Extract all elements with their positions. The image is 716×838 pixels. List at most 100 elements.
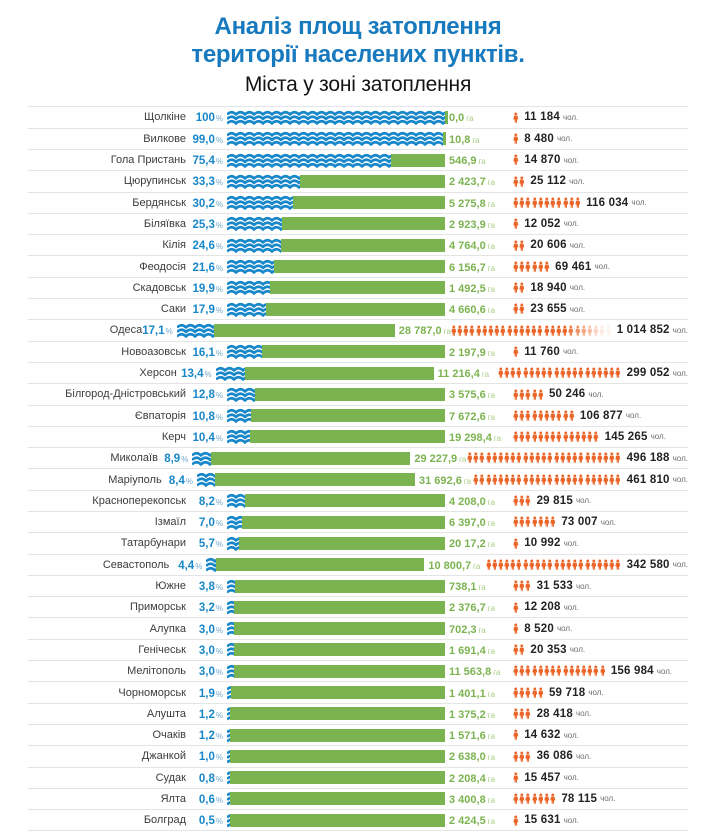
percent-unit: % [215,199,223,209]
population-value: 29 815 [536,494,573,507]
flooded-area-value: 738,1 [449,581,477,594]
flooded-area-value: 2 423,7 [449,176,486,189]
flooded-area: 2 376,7 га [445,598,513,616]
flood-percent: 1,0% [186,747,227,765]
bar-track [192,450,411,466]
city-row: Болград 0,5% 2 424,5 га 15 631 чол. [28,810,688,832]
flooded-area: 4 660,6 га [445,300,513,318]
flood-percent: 21,6% [186,258,227,276]
flood-wave-icon [215,366,245,381]
person-icons [513,132,519,146]
population-unit: чол. [563,730,579,740]
city-row: Татарбунари 5,7% 20 17,2 га 10 992 чол. [28,533,688,555]
city-label: Щолкіне [143,111,186,124]
population-value: 496 188 [626,452,670,465]
flood-wave-icon [227,344,262,360]
area-unit: га [481,370,490,380]
city-row: Херсон 13,4% 11 216,4 га 299 052 чол. [28,363,688,385]
land-bar [213,323,395,337]
person-icons [513,430,600,444]
land-bar [270,281,445,295]
population: 15 631 чол. [513,814,688,828]
city-row: Щолкіне 100% 0,0 га 11 184 чол. [28,107,688,129]
population-unit: чол. [569,304,586,314]
city-label: Миколаїв [110,452,158,465]
flood-wave-icon [227,621,234,636]
flooded-area: 1 571,6 га [445,726,513,744]
area-unit: га [478,625,486,635]
land-bar [234,643,445,657]
flooded-area: 20 17,2 га [445,534,513,552]
population: 461 810 чол. [473,473,688,487]
flood-percent-value: 3,2 [198,602,215,615]
land-bar [255,387,445,401]
bar-track [227,599,445,615]
bar-track [227,812,445,828]
flooded-area-value: 4 764,0 [449,240,486,253]
bar-track [227,535,445,551]
city-label: Генічеськ [138,643,186,656]
page-subtitle: Міста у зоні затоплення [244,73,472,97]
percent-unit: % [204,370,212,380]
land-bar [300,174,445,188]
area-unit: га [487,753,495,763]
bar-track [227,109,448,125]
city-label: Білгород-Дністровський [65,388,186,401]
bar-track [227,344,445,360]
city-label: Цюрупинськ [123,175,186,188]
flood-percent: 17,1% [142,321,177,339]
area-unit: га [487,220,495,230]
land-bar [230,813,445,827]
city-row: Скадовськ 19,9% 1 492,5 га 18 940 чол. [28,278,688,300]
city-label: Скадовськ [132,281,186,294]
flood-percent-value: 1,0 [198,751,215,764]
population: 342 580 чол. [485,558,688,572]
city-row: Гола Пристань 75,4% 546,9 га 14 870 чол. [28,150,688,172]
flooded-area: 2 197,9 га [445,343,513,361]
person-icons [498,366,622,380]
flood-percent-value: 0,6 [198,793,215,806]
flooded-area-value: 10 800,7 [428,559,472,572]
flooded-area-value: 1 375,2 [449,708,486,721]
population-value: 14 632 [524,729,561,742]
city-row: Мелітополь 3,0% 11 563,8 га 156 984 чол. [28,661,688,683]
city-label: Судак [155,771,186,784]
area-unit: га [487,604,495,614]
population-value: 11 184 [524,111,560,124]
flooded-area: 0,0 га [445,108,513,126]
flooded-area: 3 575,6 га [445,385,513,403]
bar-track [227,493,445,509]
population-value: 78 115 [561,792,598,805]
population-value: 23 655 [530,303,567,316]
percent-unit: % [215,540,223,550]
population-value: 8 520 [524,622,554,635]
flood-percent: 7,0% [186,513,227,531]
area-unit: га [487,710,495,720]
population: 12 052 чол. [513,217,688,231]
flooded-area-value: 6 397,0 [449,517,486,530]
flooded-area: 1 401,1 га [445,684,513,702]
city-row: Одеса 17,1% 28 787,0 га 1 014 852 чол. [28,320,688,342]
flooded-area: 5 275,8 га [445,194,513,212]
percent-unit: % [215,135,223,145]
person-icons [513,601,519,615]
flood-wave-icon [227,813,230,828]
land-bar [234,600,445,614]
flooded-area: 10,8 га [445,130,513,148]
population-value: 25 112 [530,175,567,188]
flood-wave-icon [227,302,266,317]
city-row: Красноперекопськ 8,2% 4 208,0 га 29 815 чо… [28,491,688,512]
flood-wave-icon [227,728,230,743]
flood-percent: 75,4% [186,151,227,169]
flooded-area: 2 638,0 га [445,747,513,765]
area-unit: га [487,519,495,529]
flood-wave-icon [227,238,281,253]
flood-percent: 4,4% [169,556,206,574]
flood-wave-icon [227,387,255,402]
area-unit: га [463,476,472,486]
area-unit: га [487,348,495,358]
city-label: Алушта [146,707,186,720]
population-unit: чол. [650,432,666,442]
flooded-area-value: 1 691,4 [449,644,486,657]
person-icons [513,302,525,316]
